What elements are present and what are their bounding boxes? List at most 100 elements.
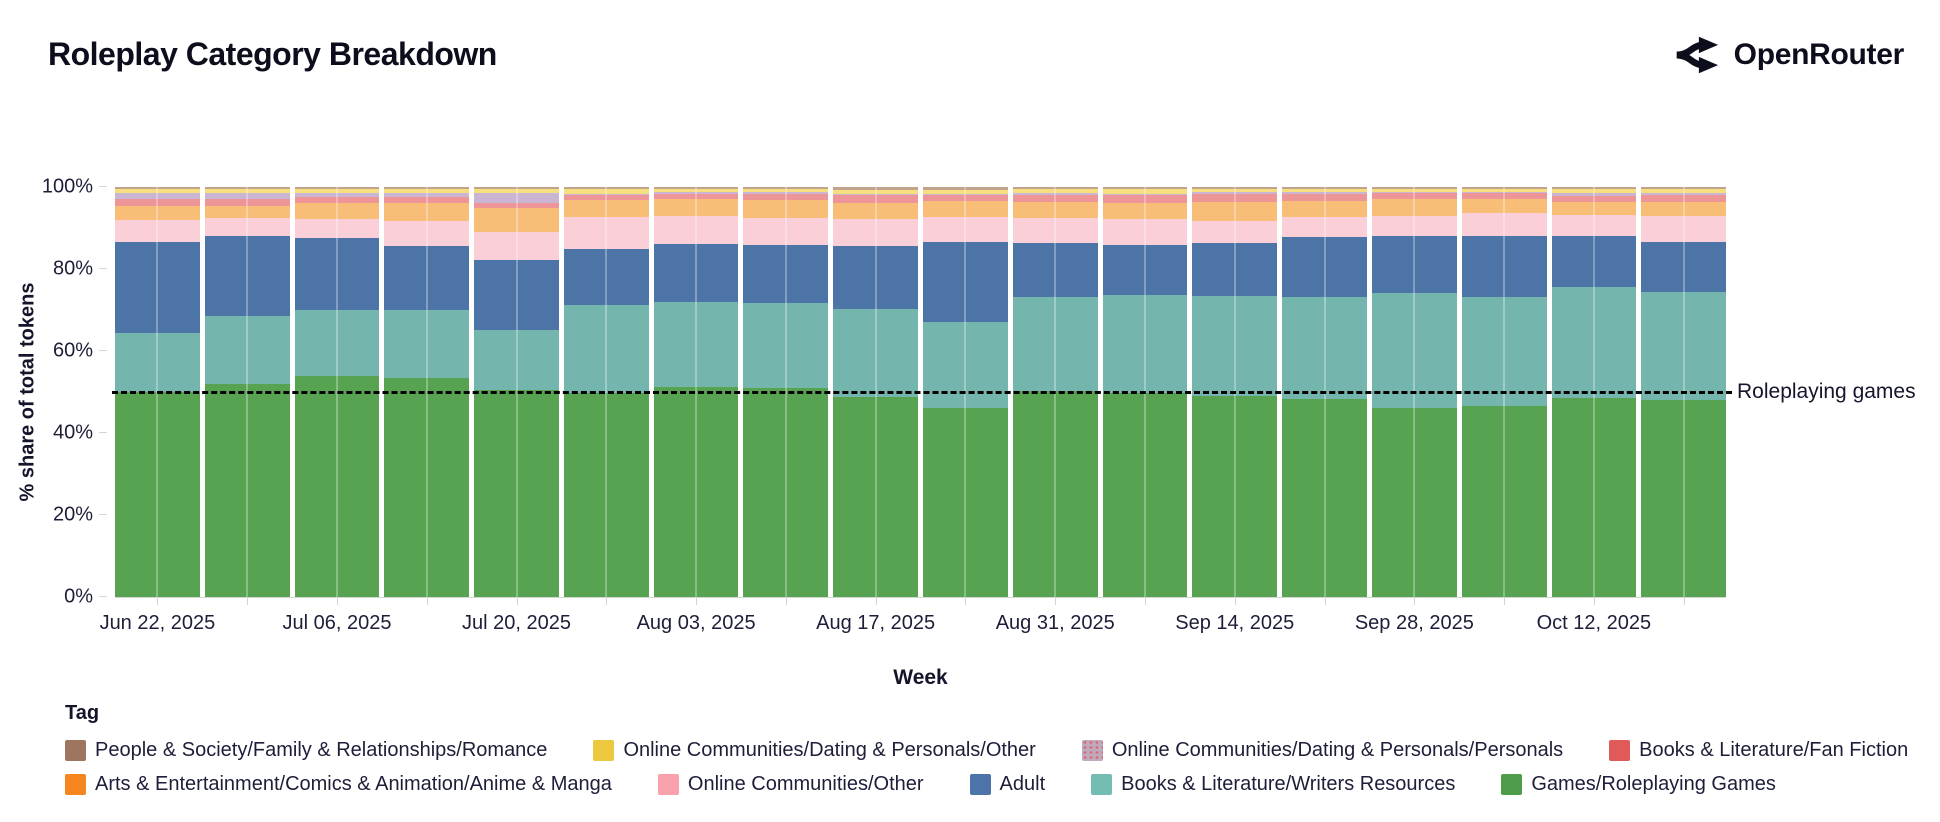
- bar-segment[interactable]: [1551, 397, 1637, 597]
- bar-segment[interactable]: [1282, 194, 1367, 201]
- bar-segment[interactable]: [1282, 200, 1367, 218]
- bar-segment[interactable]: [923, 408, 1008, 597]
- bar-segment[interactable]: [115, 242, 200, 333]
- bar-segment[interactable]: [384, 197, 470, 204]
- bar-segment[interactable]: [1192, 295, 1278, 397]
- bar-segment[interactable]: [653, 244, 739, 302]
- bar-segment[interactable]: [833, 193, 919, 196]
- bar-segment[interactable]: [204, 383, 290, 597]
- bar-segment[interactable]: [923, 195, 1008, 201]
- bar-segment[interactable]: [653, 187, 739, 190]
- bar-segment[interactable]: [204, 236, 290, 317]
- bar-segment[interactable]: [294, 219, 380, 239]
- bar-segment[interactable]: [743, 199, 829, 219]
- bar-segment[interactable]: [653, 216, 739, 245]
- legend-item[interactable]: People & Society/Family & Relationships/…: [65, 739, 547, 762]
- bar-segment[interactable]: [1012, 187, 1098, 189]
- bar-segment[interactable]: [384, 189, 470, 194]
- bar-segment[interactable]: [743, 189, 829, 193]
- bar-segment[interactable]: [1102, 193, 1188, 196]
- bar-segment[interactable]: [294, 187, 380, 190]
- bar-segment[interactable]: [1551, 193, 1637, 196]
- bar-segment[interactable]: [1551, 189, 1637, 194]
- bar-segment[interactable]: [1461, 198, 1547, 214]
- bar-segment[interactable]: [1192, 192, 1278, 195]
- legend-item[interactable]: Adult: [969, 773, 1045, 796]
- bar-segment[interactable]: [294, 375, 380, 597]
- bar-segment[interactable]: [833, 189, 919, 194]
- bar-week-14[interactable]: [1282, 187, 1367, 597]
- bar-segment[interactable]: [1641, 195, 1727, 202]
- bar-segment[interactable]: [833, 396, 919, 597]
- bar-segment[interactable]: [204, 187, 290, 190]
- bar-segment[interactable]: [1461, 188, 1547, 192]
- bar-segment[interactable]: [1192, 220, 1278, 244]
- bar-segment[interactable]: [1102, 219, 1188, 245]
- bar-segment[interactable]: [1641, 241, 1727, 292]
- bar-segment[interactable]: [204, 189, 290, 194]
- bar-segment[interactable]: [833, 187, 919, 190]
- bar-week-10[interactable]: [923, 187, 1008, 597]
- bar-segment[interactable]: [923, 241, 1008, 322]
- bar-segment[interactable]: [563, 305, 649, 393]
- bar-segment[interactable]: [923, 217, 1008, 242]
- bar-week-13[interactable]: [1192, 187, 1278, 597]
- bar-segment[interactable]: [115, 219, 200, 243]
- bar-segment[interactable]: [474, 259, 559, 331]
- legend-item[interactable]: Online Communities/Dating & Personals/Ot…: [593, 739, 1036, 762]
- bar-segment[interactable]: [1192, 189, 1278, 193]
- bar-segment[interactable]: [653, 386, 739, 597]
- bar-segment[interactable]: [923, 200, 1008, 218]
- bar-segment[interactable]: [1012, 188, 1098, 194]
- legend-item[interactable]: Books & Literature/Fan Fiction: [1609, 739, 1908, 762]
- legend-item[interactable]: Arts & Entertainment/Comics & Animation/…: [65, 773, 612, 796]
- bar-week-5[interactable]: [474, 187, 559, 597]
- bar-week-4[interactable]: [384, 187, 470, 597]
- bar-segment[interactable]: [474, 330, 559, 390]
- bar-segment[interactable]: [1371, 191, 1457, 194]
- bar-segment[interactable]: [653, 191, 739, 194]
- bar-segment[interactable]: [563, 195, 649, 201]
- bar-segment[interactable]: [1641, 400, 1727, 597]
- bar-segment[interactable]: [1551, 201, 1637, 215]
- bar-segment[interactable]: [115, 198, 200, 206]
- bar-segment[interactable]: [563, 187, 649, 190]
- bar-segment[interactable]: [1012, 201, 1098, 219]
- bar-segment[interactable]: [1102, 294, 1188, 393]
- bar-segment[interactable]: [294, 197, 380, 203]
- bar-segment[interactable]: [743, 218, 829, 245]
- bar-segment[interactable]: [294, 202, 380, 219]
- bar-segment[interactable]: [1282, 297, 1367, 400]
- bar-segment[interactable]: [1461, 213, 1547, 237]
- legend-item[interactable]: Books & Literature/Writers Resources: [1091, 773, 1455, 796]
- bar-segment[interactable]: [474, 231, 559, 260]
- bar-segment[interactable]: [1551, 187, 1637, 190]
- bar-segment[interactable]: [563, 216, 649, 249]
- bar-week-16[interactable]: [1461, 187, 1547, 597]
- bar-segment[interactable]: [1551, 287, 1637, 398]
- bar-segment[interactable]: [923, 321, 1008, 409]
- bar-segment[interactable]: [1371, 188, 1457, 192]
- bar-segment[interactable]: [1371, 216, 1457, 237]
- bar-segment[interactable]: [743, 302, 829, 388]
- bar-segment[interactable]: [653, 189, 739, 192]
- bar-segment[interactable]: [1461, 405, 1547, 597]
- bar-segment[interactable]: [1461, 236, 1547, 298]
- bar-segment[interactable]: [294, 310, 380, 376]
- bar-segment[interactable]: [384, 220, 470, 247]
- bar-segment[interactable]: [1012, 242, 1098, 297]
- bar-segment[interactable]: [115, 189, 200, 194]
- bar-segment[interactable]: [833, 202, 919, 220]
- bar-segment[interactable]: [204, 316, 290, 384]
- bar-segment[interactable]: [1012, 194, 1098, 202]
- bar-segment[interactable]: [115, 392, 200, 597]
- bar-segment[interactable]: [1551, 214, 1637, 237]
- bar-week-2[interactable]: [204, 187, 290, 597]
- bar-segment[interactable]: [1461, 192, 1547, 199]
- bar-segment[interactable]: [384, 377, 470, 597]
- bar-segment[interactable]: [204, 205, 290, 219]
- bar-segment[interactable]: [294, 238, 380, 311]
- bar-segment[interactable]: [653, 199, 739, 217]
- bar-segment[interactable]: [204, 218, 290, 237]
- bar-segment[interactable]: [1192, 243, 1278, 296]
